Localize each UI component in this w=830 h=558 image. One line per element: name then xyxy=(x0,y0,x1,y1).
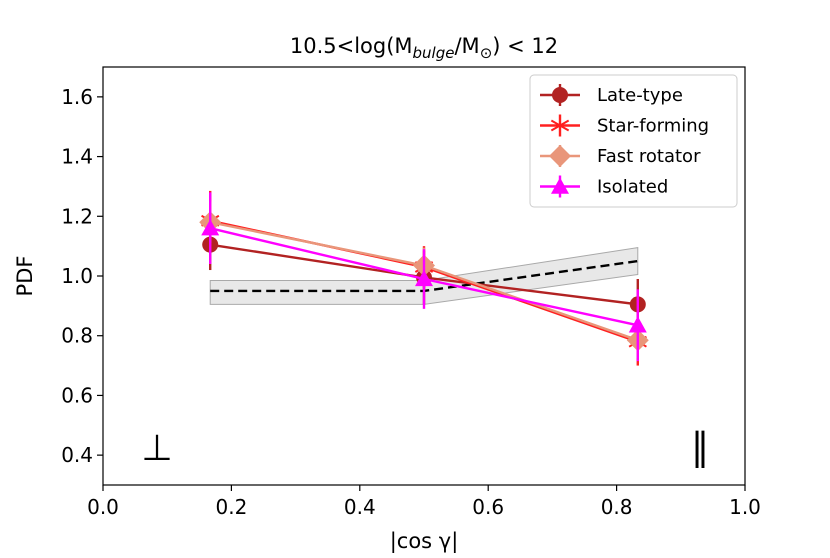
y-axis-label: PDF xyxy=(13,256,37,297)
marker-diamond xyxy=(549,145,571,167)
legend-label: Fast rotator xyxy=(597,146,701,167)
legend: Late-type Star-forming Fast rotator Isolate… xyxy=(529,74,738,208)
x-tick-label: 0.4 xyxy=(344,495,376,519)
x-tick-label: 0.6 xyxy=(472,495,504,519)
marker-star-arm xyxy=(550,119,570,132)
y-tick-label: 0.8 xyxy=(61,324,93,348)
y-tick-label: 0.6 xyxy=(61,383,93,407)
x-tick-label: 0.0 xyxy=(87,495,119,519)
tick-layer: 0.0 0.2 0.4 0.6 0.8 1.0 0.4 0.6 0.8 1.0 1.2 1.4 1.6 xyxy=(61,85,761,519)
x-tick-label: 1.0 xyxy=(729,495,761,519)
y-tick-label: 1.6 xyxy=(61,85,93,109)
x-axis-label: |cos γ| xyxy=(390,529,459,554)
parallel-annotation: ∥ xyxy=(691,425,710,469)
legend-item: Late-type xyxy=(540,84,683,106)
series-layer xyxy=(199,190,649,366)
chart-title: 10.5<log(Mbulge/M⊙) < 12 xyxy=(290,34,558,62)
legend-label: Isolated xyxy=(597,177,668,198)
legend-box xyxy=(529,74,738,208)
marker-triangle xyxy=(628,316,647,333)
marker-circle xyxy=(552,87,568,103)
legend-item: Fast rotator xyxy=(540,145,701,167)
marker-triangle xyxy=(551,177,569,194)
x-tick-label: 0.8 xyxy=(601,495,633,519)
marker-star xyxy=(550,115,570,136)
y-tick-label: 1.2 xyxy=(61,204,93,228)
legend-label: Late-type xyxy=(597,85,683,106)
y-tick-label: 1.4 xyxy=(61,145,93,169)
x-tick-label: 0.2 xyxy=(215,495,247,519)
legend-item: Isolated xyxy=(540,175,668,198)
series-isolated xyxy=(201,192,647,362)
marker-triangle xyxy=(201,219,220,236)
legend-item: Star-forming xyxy=(540,114,709,137)
y-tick-label: 0.4 xyxy=(61,443,93,467)
marker-triangle xyxy=(415,269,433,287)
legend-label: Star-forming xyxy=(597,116,709,137)
legend-items: Late-type Star-forming Fast rotator Isolate… xyxy=(540,84,709,198)
perpendicular-annotation: ⊥ xyxy=(141,428,172,469)
y-tick-label: 1.0 xyxy=(61,264,93,288)
